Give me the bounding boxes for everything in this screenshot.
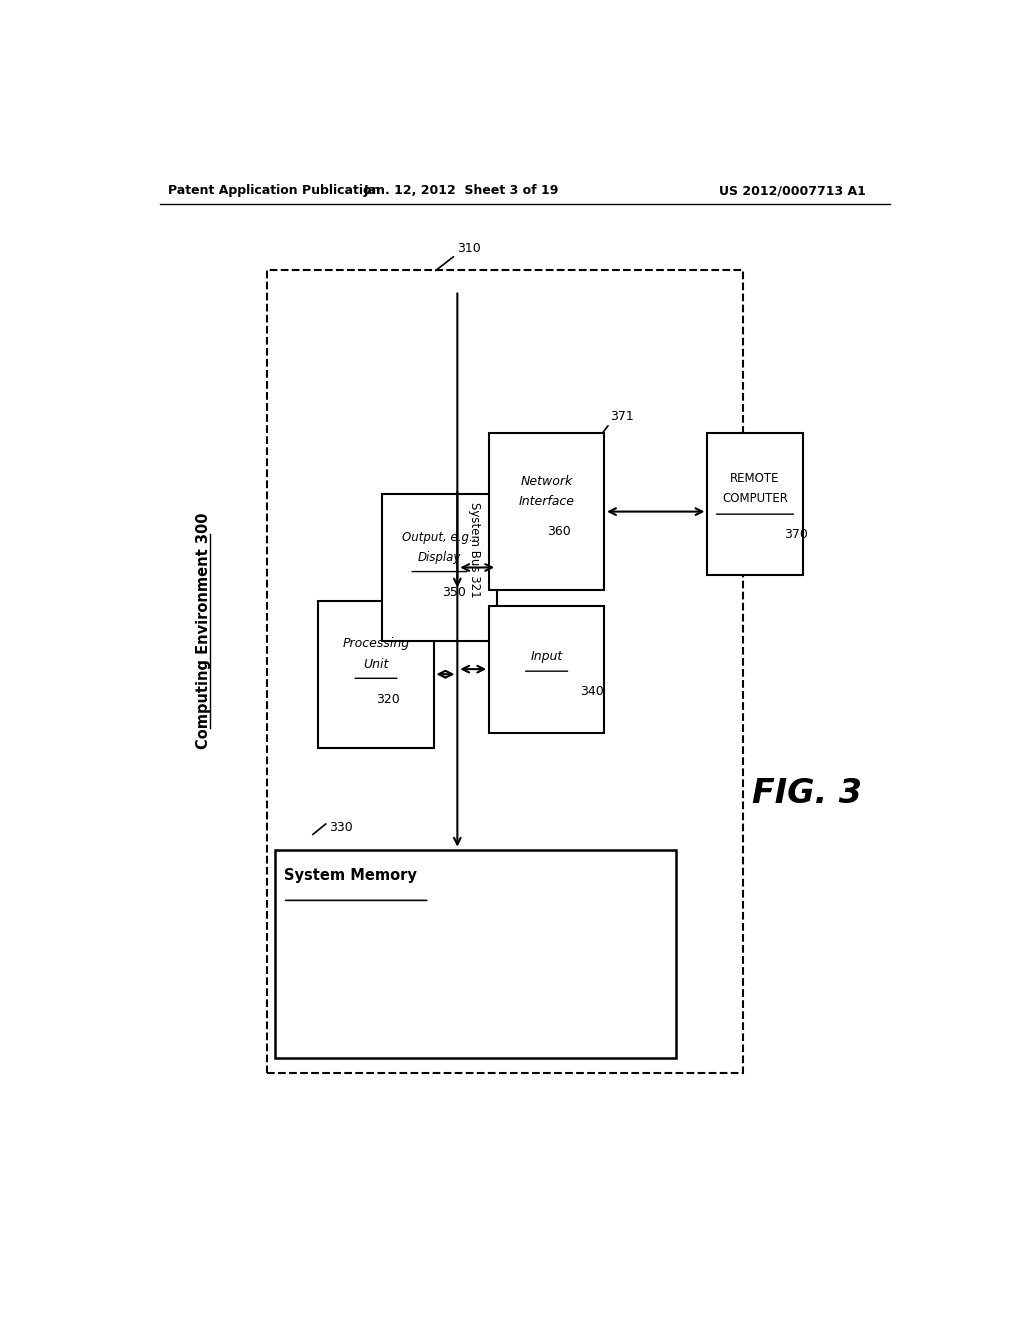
FancyBboxPatch shape [489, 606, 604, 733]
Text: Input: Input [530, 651, 563, 664]
Text: System Bus 321: System Bus 321 [468, 502, 480, 598]
FancyBboxPatch shape [708, 433, 803, 576]
Text: 371: 371 [610, 409, 634, 422]
Text: 310: 310 [458, 242, 481, 255]
Text: Processing: Processing [342, 638, 410, 651]
FancyBboxPatch shape [267, 271, 743, 1073]
FancyBboxPatch shape [318, 601, 433, 748]
Text: 330: 330 [329, 821, 352, 834]
FancyBboxPatch shape [489, 433, 604, 590]
Text: Patent Application Publication: Patent Application Publication [168, 185, 380, 198]
Text: Jan. 12, 2012  Sheet 3 of 19: Jan. 12, 2012 Sheet 3 of 19 [364, 185, 559, 198]
Text: FIG. 3: FIG. 3 [752, 777, 861, 810]
Text: REMOTE: REMOTE [730, 473, 779, 484]
FancyBboxPatch shape [382, 494, 497, 642]
Text: Unit: Unit [364, 657, 389, 671]
Text: Output, e.g.,: Output, e.g., [402, 531, 477, 544]
Text: 370: 370 [784, 528, 808, 541]
Text: 320: 320 [376, 693, 399, 706]
Text: US 2012/0007713 A1: US 2012/0007713 A1 [719, 185, 866, 198]
Text: System Memory: System Memory [285, 867, 417, 883]
Text: Computing Environment 300: Computing Environment 300 [196, 512, 211, 750]
Text: Interface: Interface [518, 495, 574, 508]
FancyBboxPatch shape [274, 850, 676, 1057]
Text: Network: Network [520, 475, 572, 487]
Text: 360: 360 [547, 525, 570, 539]
Text: COMPUTER: COMPUTER [722, 492, 787, 506]
Text: 350: 350 [441, 586, 466, 599]
Text: 340: 340 [581, 685, 604, 698]
Text: Display: Display [418, 550, 461, 564]
